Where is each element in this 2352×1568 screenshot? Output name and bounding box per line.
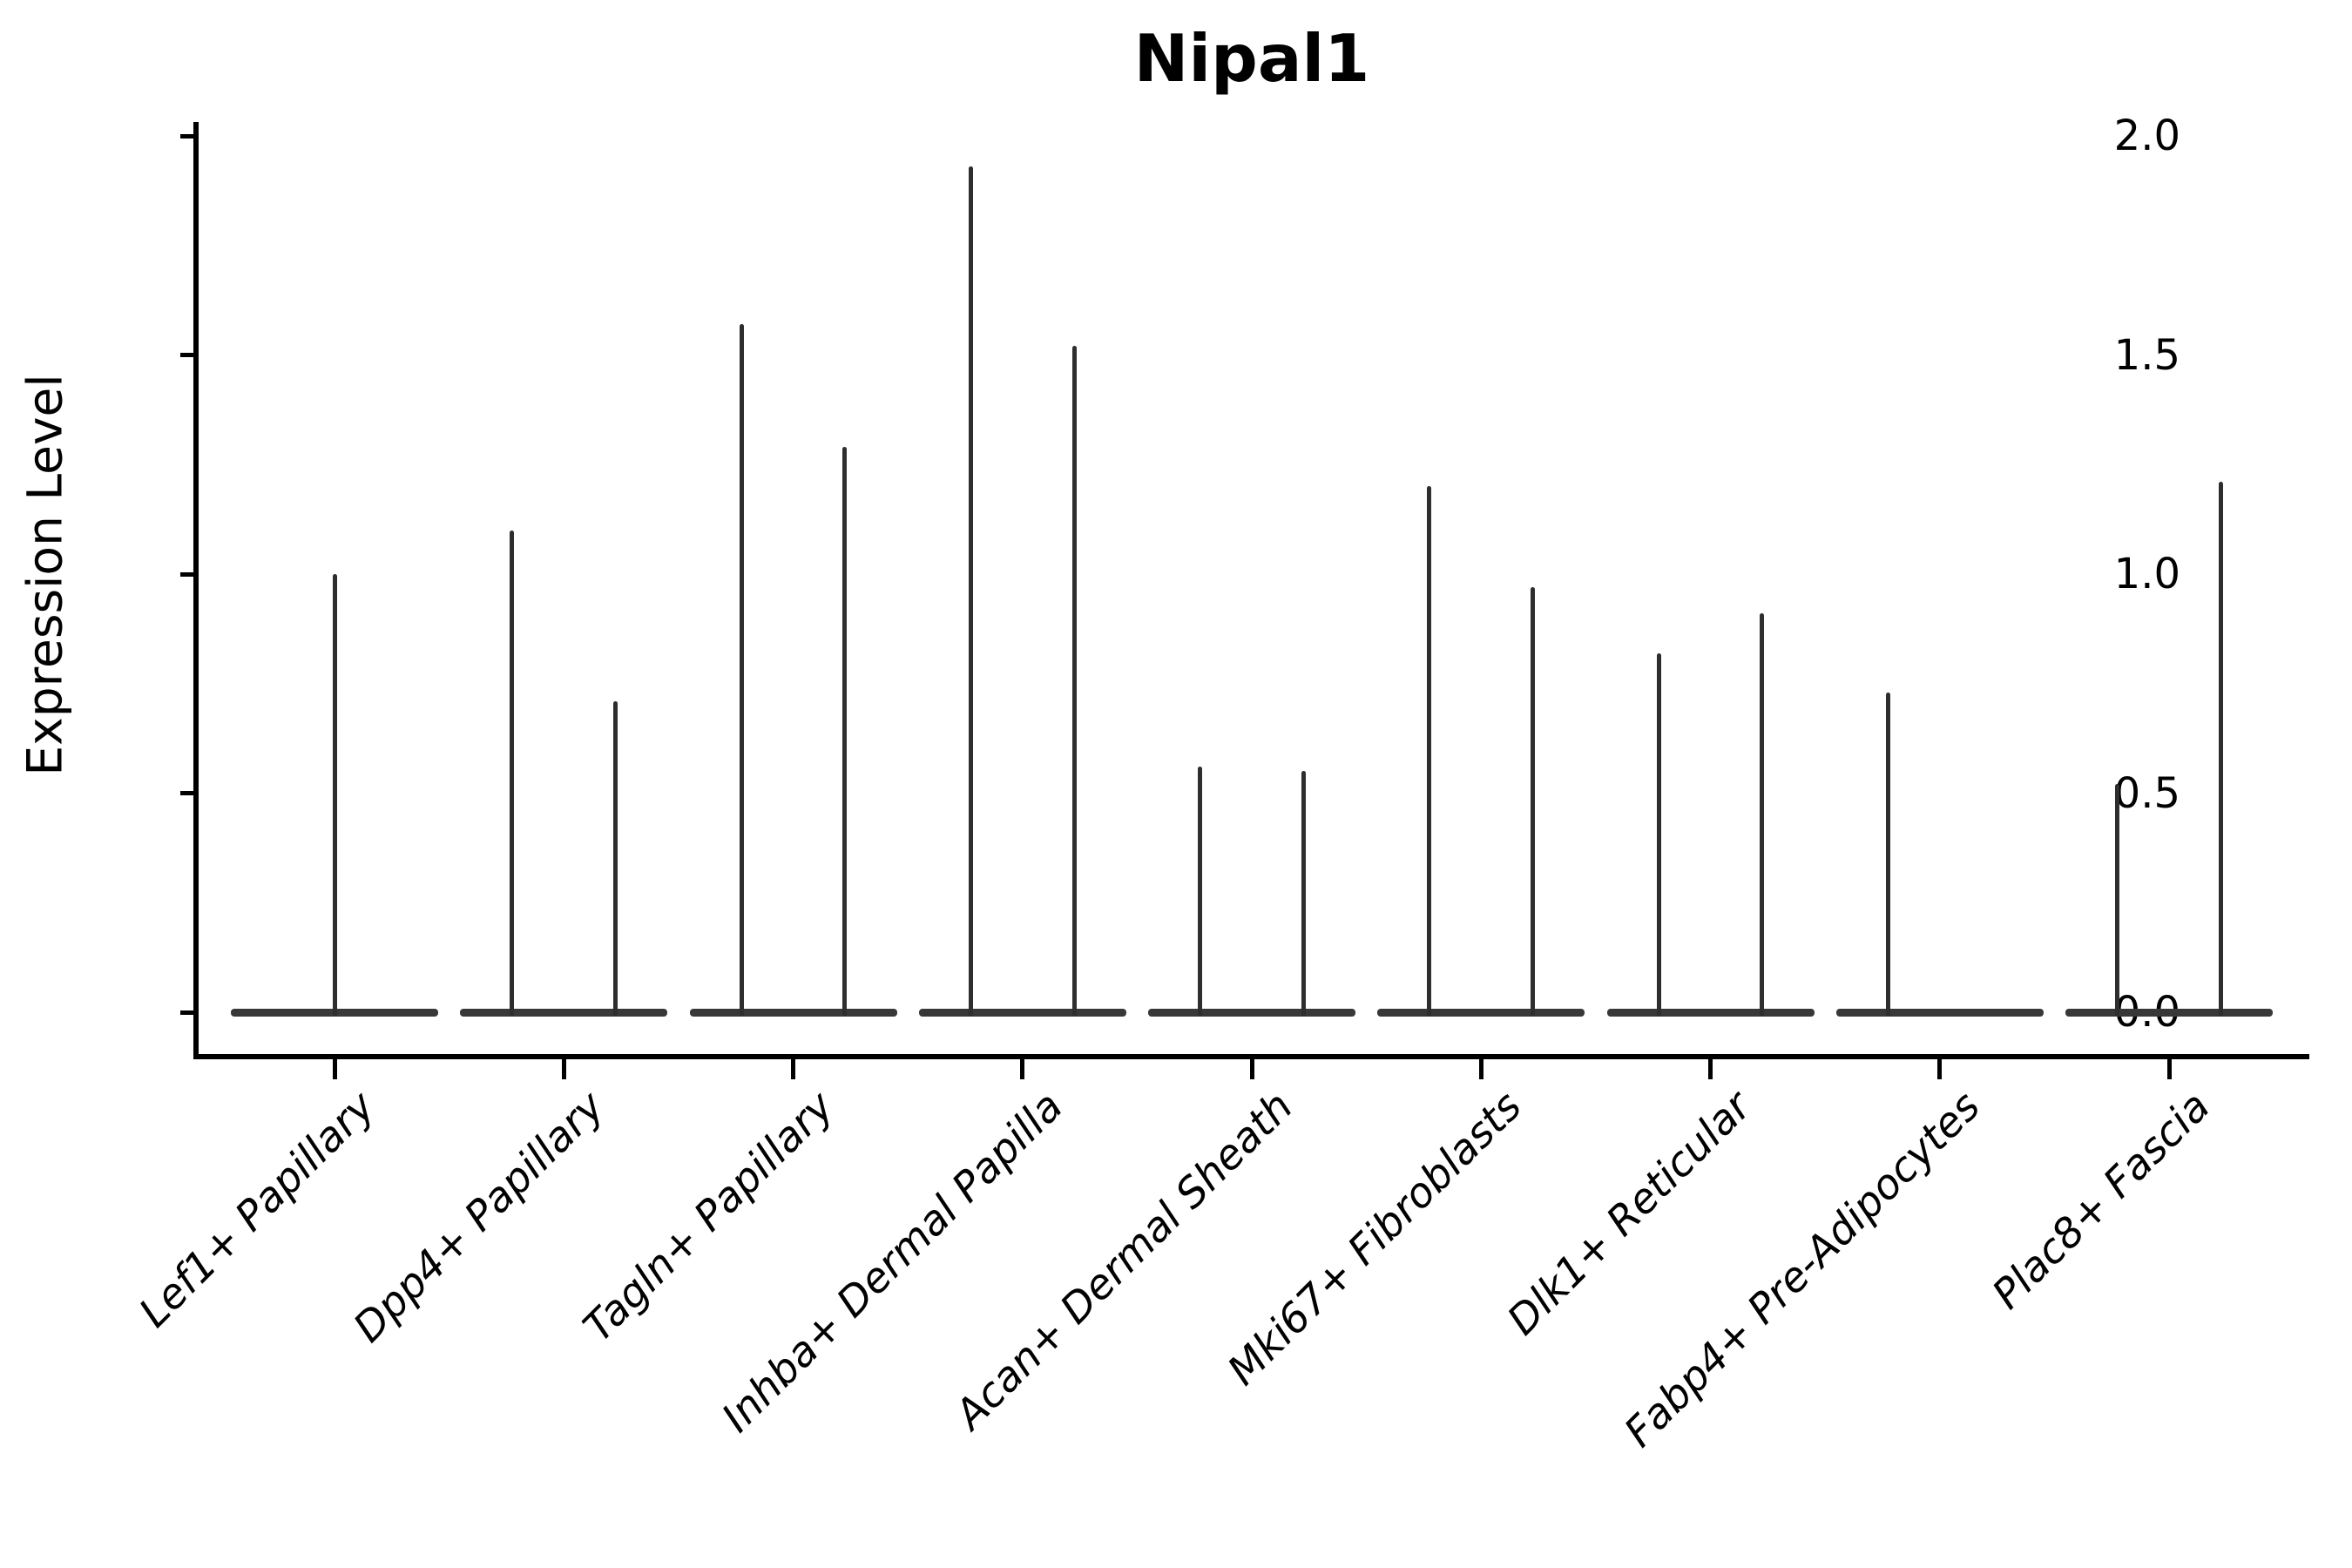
violin-zero-baseline (1148, 1008, 1355, 1017)
violin-spike (1198, 767, 1203, 1016)
violin-zero-baseline (2065, 1008, 2273, 1017)
x-tick-label: Dlk1+ Reticular (1498, 1082, 1761, 1345)
violin-spike (1760, 613, 1765, 1016)
violin-zero-baseline (1377, 1008, 1585, 1017)
x-tick-mark (791, 1057, 795, 1079)
violin-zero-baseline (689, 1008, 897, 1017)
x-tick-label: Lef1+ Papillary (130, 1082, 385, 1337)
x-tick-mark (2166, 1057, 2172, 1079)
chart-title: Nipal1 (1133, 20, 1370, 97)
violin-zero-baseline (1835, 1008, 2044, 1017)
y-axis-label: Expression Level (17, 374, 73, 776)
x-tick-label: Tagln+ Papillary (574, 1082, 843, 1352)
x-tick-label: Plac8+ Fascia (1983, 1082, 2220, 1319)
violin-spike (968, 166, 973, 1016)
y-tick-mark (180, 571, 196, 577)
y-tick-mark (180, 791, 196, 795)
violin-spike (1071, 346, 1077, 1016)
violin-spike (739, 324, 744, 1016)
violin-spike (332, 574, 337, 1016)
violin-spike (510, 530, 515, 1016)
violin-spike (1301, 771, 1306, 1016)
violin-zero-baseline (1606, 1008, 1815, 1017)
violin-spike (2115, 784, 2120, 1016)
violin-spike (1531, 587, 1536, 1016)
y-tick-label: 0.5 (2113, 768, 2180, 818)
violin-spike (842, 447, 848, 1016)
x-tick-mark (1478, 1057, 1484, 1079)
x-tick-mark (1708, 1057, 1713, 1079)
y-tick-label: 1.5 (2113, 330, 2180, 380)
violin-spike (1885, 692, 1890, 1016)
violin-spike (1427, 486, 1432, 1016)
violin-spike (613, 700, 618, 1016)
x-tick-mark (332, 1057, 337, 1079)
violin-spike (2218, 482, 2223, 1016)
y-axis-spine (193, 122, 199, 1059)
x-tick-mark (1249, 1057, 1254, 1079)
violin-spike (1656, 652, 1661, 1016)
y-tick-mark (180, 133, 196, 139)
x-tick-mark (1020, 1057, 1025, 1079)
y-tick-label: 1.0 (2113, 550, 2180, 598)
x-tick-mark (561, 1057, 566, 1079)
y-tick-mark (180, 1010, 196, 1015)
y-tick-label: 2.0 (2113, 112, 2180, 160)
violin-zero-baseline (460, 1008, 668, 1017)
x-tick-label: Dpp4+ Papillary (344, 1082, 614, 1352)
y-tick-mark (180, 353, 196, 357)
violin-zero-baseline (918, 1008, 1126, 1017)
x-tick-mark (1937, 1057, 1943, 1079)
